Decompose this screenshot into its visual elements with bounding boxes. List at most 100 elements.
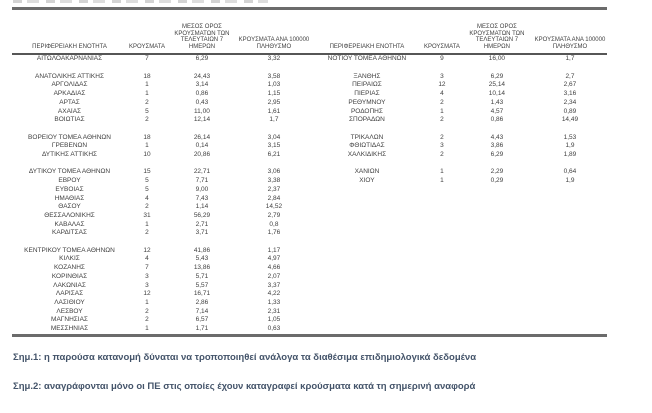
avg-7day-cell: 7,71: [195, 177, 209, 185]
header-region-left: ΠΕΡΙΦΕΡΕΙΑΚΗ ΕΝΟΤΗΤΑ: [32, 43, 107, 50]
table-row: ΚΑΡΔΙΤΣΑΣ 2 3,71 1,76: [12, 229, 607, 238]
avg-7day-cell: [461, 299, 533, 308]
table-row: ΑΧΑΪΑΣ 5 11,00 1,61 ΡΟΔΟΠΗΣ 1 4,57 0,89: [12, 108, 607, 117]
cases-cell: [127, 125, 167, 134]
per-100k-cell: 1,9: [565, 142, 575, 150]
cases-cell: [423, 308, 461, 317]
cases-cell: [423, 125, 461, 134]
cases-cell: [423, 325, 461, 335]
region-name-cell: ΛΑΣΙΘΙΟΥ: [54, 299, 85, 306]
per-100k-cell: [533, 186, 607, 195]
avg-7day-cell: [461, 64, 533, 73]
avg-7day-cell: [461, 229, 533, 238]
cases-cell: [423, 229, 461, 238]
cases-cell: [423, 282, 461, 291]
cases-cell: [423, 160, 461, 169]
per-100k-cell: [237, 160, 311, 169]
region-name-cell: ΔΥΤΙΚΟΥ ΤΟΜΕΑ ΑΘΗΝΩΝ: [28, 168, 111, 176]
per-100k-cell: 2,37: [267, 185, 281, 193]
table-row: ΑΡΚΑΔΙΑΣ 1 0,86 1,15 ΠΙΕΡΙΑΣ 4 10,14 3,16: [12, 90, 607, 99]
avg-7day-cell: [461, 325, 533, 335]
region-name-cell: [12, 64, 127, 73]
region-name-cell: ΚΑΡΔΙΤΣΑΣ: [51, 229, 87, 237]
cases-cell: 7: [145, 55, 149, 63]
region-name-cell: [12, 125, 127, 134]
per-100k-cell: 3,16: [563, 90, 577, 98]
per-100k-cell: [533, 282, 607, 291]
avg-7day-cell: 13,86: [193, 264, 211, 272]
cases-cell: 12: [438, 81, 446, 89]
cases-cell: 18: [143, 72, 151, 80]
cases-cell: 2: [440, 151, 444, 159]
region-name-cell: ΤΡΙΚΑΛΩΝ: [350, 133, 384, 141]
avg-7day-cell: 0,86: [490, 116, 504, 124]
cases-cell: [423, 247, 461, 256]
table-row: ΚΟΖΑΝΗΣ 7 13,86 4,66: [12, 264, 607, 273]
per-100k-cell: 3,06: [267, 168, 281, 176]
per-100k-cell: 4,22: [267, 290, 281, 298]
region-name-cell: [311, 203, 423, 212]
table-row: ΑΝΑΤΟΛΙΚΗΣ ΑΤΤΙΚΗΣ 18 24,43 3,58 ΞΑΝΘΗΣ 3 6,29…: [12, 73, 607, 82]
region-name-cell: ΔΥΤΙΚΗΣ ΑΤΤΙΚΗΣ: [41, 151, 98, 159]
table-row: ΒΟΙΩΤΙΑΣ 2 12,14 1,7 ΣΠΟΡΑΔΩΝ 2 0,86 14,49: [12, 116, 607, 125]
region-name-cell: ΜΑΓΝΗΣΙΑΣ: [51, 316, 88, 324]
per-100k-cell: [533, 308, 607, 317]
per-100k-cell: 0,89: [563, 107, 577, 115]
per-100k-cell: 2,07: [267, 272, 281, 280]
per-100k-cell: 3,15: [267, 142, 281, 150]
cases-cell: [423, 212, 461, 221]
avg-7day-cell: 20,86: [193, 151, 211, 159]
region-name-cell: [311, 186, 423, 195]
table-row: ΜΑΓΝΗΣΙΑΣ 2 6,57 1,05: [12, 316, 607, 325]
per-100k-cell: 2,31: [267, 307, 281, 315]
per-100k-cell: 1,7: [565, 55, 575, 63]
region-name-cell: ΚΕΝΤΡΙΚΟΥ ΤΟΜΕΑ ΑΘΗΝΩΝ: [24, 246, 115, 254]
header-per100k-left: ΚΡΟΥΣΜΑΤΑ ΑΝΑ 100000 ΠΛΗΘΥΣΜΟ: [238, 37, 310, 50]
avg-7day-cell: [461, 282, 533, 291]
per-100k-cell: 1,05: [267, 316, 281, 324]
per-100k-cell: 6,21: [267, 151, 281, 159]
cases-cell: 1: [145, 81, 149, 89]
table-row: ΒΟΡΕΙΟΥ ΤΟΜΕΑ ΑΘΗΝΩΝ 18 26,14 3,04 ΤΡΙΚΑΛΩΝ 2…: [12, 134, 607, 143]
region-name-cell: ΣΠΟΡΑΔΩΝ: [349, 116, 385, 124]
region-name-cell: [311, 125, 423, 134]
cases-cell: 3: [145, 281, 149, 289]
cases-cell: 2: [440, 116, 444, 124]
region-name-cell: ΑΡΤΑΣ: [59, 98, 80, 106]
per-100k-cell: [237, 125, 311, 134]
region-name-cell: ΦΘΙΩΤΙΔΑΣ: [349, 142, 385, 150]
cases-cell: 1: [145, 325, 149, 333]
cases-cell: [423, 273, 461, 282]
header-row: ΠΕΡΙΦΕΡΕΙΑΚΗ ΕΝΟΤΗΤΑ ΚΡΟΥΣΜΑΤΑ ΜΕΣΟΣ ΟΡΟ…: [12, 9, 607, 55]
avg-7day-cell: 22,71: [193, 168, 211, 176]
per-100k-cell: [533, 203, 607, 212]
cases-cell: 31: [143, 211, 151, 219]
avg-7day-cell: 5,43: [195, 255, 209, 263]
spacer-row: [12, 64, 607, 73]
cases-cell: 1: [440, 168, 444, 176]
region-name-cell: ΕΒΡΟΥ: [58, 177, 81, 185]
region-name-cell: ΚΙΛΚΙΣ: [59, 255, 80, 263]
avg-7day-cell: [461, 125, 533, 134]
per-100k-cell: [533, 273, 607, 282]
avg-7day-cell: 11,00: [194, 107, 210, 115]
avg-7day-cell: [461, 186, 533, 195]
region-name-cell: ΡΕΘΥΜΝΟΥ: [348, 98, 386, 106]
region-name-cell: ΚΟΖΑΝΗΣ: [54, 264, 85, 272]
table-row: ΚΟΡΙΝΘΙΑΣ 3 5,71 2,07: [12, 273, 607, 282]
region-name-cell: [311, 160, 423, 169]
cases-cell: 12: [143, 246, 151, 254]
cases-cell: 1: [145, 299, 149, 306]
per-100k-cell: [533, 229, 607, 238]
cases-cell: 2: [145, 229, 149, 237]
cases-cell: [423, 264, 461, 273]
per-100k-cell: [533, 195, 607, 204]
per-100k-cell: 1,76: [267, 229, 281, 237]
region-name-cell: ΒΟΙΩΤΙΑΣ: [54, 116, 85, 124]
avg-7day-cell: 6,57: [195, 316, 209, 324]
region-name-cell: [12, 160, 127, 169]
avg-7day-cell: 26,14: [193, 133, 211, 141]
avg-7day-cell: [461, 203, 533, 212]
per-100k-cell: 1,33: [267, 299, 281, 306]
